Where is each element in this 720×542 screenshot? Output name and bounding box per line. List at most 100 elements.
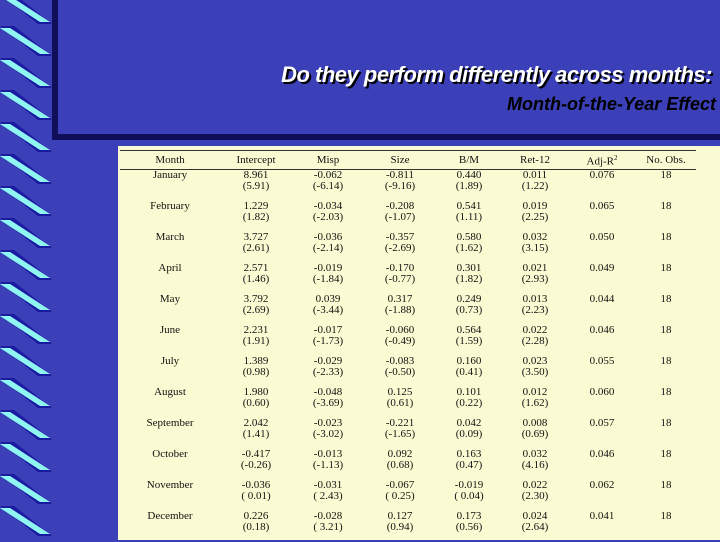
coefficient-value: 18	[660, 262, 672, 274]
cell-adjr2: 0.050	[568, 232, 636, 263]
cell-size: -0.060 (-0.49)	[364, 325, 436, 356]
t-statistic: (-0.77)	[384, 273, 416, 285]
binding-coil	[0, 284, 50, 310]
cell-adjr2: 0.044	[568, 294, 636, 325]
cell-obs: 18	[636, 387, 696, 418]
cell-adjr2: 0.062	[568, 480, 636, 511]
binding-coil	[0, 476, 50, 502]
binding-coil	[6, 0, 50, 22]
table-row: February 1.229 (1.82) -0.034 (-2.03) -0.208 (-…	[120, 201, 696, 232]
cell-adjr2: 0.046	[568, 449, 636, 480]
coefficient-value: March	[155, 231, 185, 243]
cell-ret12: 0.032 (3.15)	[502, 232, 568, 263]
slide-subtitle: Month-of-the-Year Effect	[507, 94, 716, 114]
table-row: March 3.727 (2.61) -0.036 (-2.14) -0.357 (-2.6…	[120, 232, 696, 263]
coefficient-value: -0.083	[385, 355, 415, 367]
coefficient-value: -0.031	[313, 479, 343, 491]
cell-obs: 18	[636, 294, 696, 325]
cell-size: -0.067( 0.25)	[364, 480, 436, 511]
cell-intercept: 1.980 (0.60)	[220, 387, 292, 418]
table-row: May 3.792 (2.69) 0.039 (-3.44) 0.317 (-1.88) 0.…	[120, 294, 696, 325]
coefficient-value: 0.022	[522, 324, 548, 336]
t-statistic: (1.91)	[242, 335, 270, 347]
cell-intercept: 2.042 (1.41)	[220, 418, 292, 449]
t-statistic: (0.69)	[521, 428, 549, 440]
coefficient-value: 0.050	[589, 231, 615, 243]
cell-misp: -0.023 (-3.02)	[292, 418, 364, 449]
cell-misp: 0.039 (-3.44)	[292, 294, 364, 325]
cell-size: 0.125 (0.61)	[364, 387, 436, 418]
coefficient-value: -0.221	[385, 417, 415, 429]
cell-misp: -0.036 (-2.14)	[292, 232, 364, 263]
coefficient-value: 0.011	[522, 169, 548, 181]
coefficient-value: May	[159, 293, 181, 305]
cell-obs: 18	[636, 418, 696, 449]
cell-size: 0.317 (-1.88)	[364, 294, 436, 325]
header-month: Month	[120, 150, 220, 170]
coefficient-value: -0.028	[313, 510, 343, 522]
coefficient-value: 0.057	[589, 417, 615, 429]
cell-size: 0.127 (0.94)	[364, 511, 436, 542]
coefficient-value: 0.021	[522, 262, 548, 274]
t-statistic: (4.16)	[521, 459, 549, 471]
table-row: January 8.961 (5.91) -0.062 (-6.14) -0.811 (-9…	[120, 170, 696, 202]
binding-coil	[0, 92, 50, 118]
cell-intercept: -0.417 (-0.26)	[220, 449, 292, 480]
cell-bm: 0.440 (1.89)	[436, 170, 502, 202]
t-statistic: (-0.50)	[384, 366, 416, 378]
binding-coil	[0, 412, 50, 438]
coefficient-value: August	[154, 386, 186, 398]
cell-obs: 18	[636, 170, 696, 202]
cell-ret12: 0.021 (2.93)	[502, 263, 568, 294]
binding-coil	[0, 188, 50, 214]
cell-ret12: 0.013 (2.23)	[502, 294, 568, 325]
t-statistic: (-1.13)	[312, 459, 344, 471]
coefficient-value: 0.044	[589, 293, 615, 305]
coefficient-value: 0.049	[589, 262, 615, 274]
coefficient-value: 2.231	[243, 324, 269, 336]
cell-intercept: 1.229 (1.82)	[220, 201, 292, 232]
t-statistic: (-3.69)	[312, 397, 344, 409]
t-statistic: (-2.33)	[312, 366, 344, 378]
cell-misp: -0.019 (-1.84)	[292, 263, 364, 294]
binding-coil	[0, 60, 50, 86]
table-row: October -0.417 (-0.26) -0.013 (-1.13) 0.092 (0…	[120, 449, 696, 480]
coefficient-value: 0.039	[315, 293, 341, 305]
cell-month: June	[120, 325, 220, 356]
t-statistic: ( 3.21)	[313, 521, 343, 533]
coefficient-value: 0.564	[456, 324, 482, 336]
coefficient-value: -0.019	[313, 262, 343, 274]
cell-bm: 0.301 (1.82)	[436, 263, 502, 294]
coefficient-value: -0.017	[313, 324, 343, 336]
t-statistic: (1.41)	[242, 428, 270, 440]
header-bm: B/M	[436, 150, 502, 170]
t-statistic: ( 2.43)	[313, 490, 343, 502]
t-statistic: (0.18)	[242, 521, 270, 533]
cell-adjr2: 0.065	[568, 201, 636, 232]
results-table-panel: Month Intercept Misp Size B/M Ret-12 Adj…	[118, 146, 720, 540]
coefficient-value: 0.127	[387, 510, 413, 522]
t-statistic: (1.62)	[455, 242, 483, 254]
coefficient-value: 0.249	[456, 293, 482, 305]
cell-misp: -0.031( 2.43)	[292, 480, 364, 511]
cell-ret12: 0.032 (4.16)	[502, 449, 568, 480]
cell-size: -0.208 (-1.07)	[364, 201, 436, 232]
cell-ret12: 0.011 (1.22)	[502, 170, 568, 202]
coefficient-value: -0.019	[454, 479, 484, 491]
coefficient-value: 18	[660, 231, 672, 243]
t-statistic: (2.30)	[521, 490, 549, 502]
table-row: July 1.389 (0.98) -0.029 (-2.33) -0.083 (-0.50…	[120, 356, 696, 387]
header-ret12: Ret-12	[502, 150, 568, 170]
coefficient-value: -0.036	[313, 231, 343, 243]
header-intercept: Intercept	[220, 150, 292, 170]
cell-bm: 0.580 (1.62)	[436, 232, 502, 263]
t-statistic: (0.68)	[386, 459, 414, 471]
cell-intercept: 2.571 (1.46)	[220, 263, 292, 294]
cell-month: January	[120, 170, 220, 202]
t-statistic: (-2.03)	[312, 211, 344, 223]
slide-title: Do they perform differently across month…	[281, 62, 712, 87]
coefficient-value: October	[152, 448, 188, 460]
t-statistic: (-6.14)	[312, 180, 344, 192]
t-statistic: (1.82)	[242, 211, 270, 223]
coefficient-value: 0.023	[522, 355, 548, 367]
